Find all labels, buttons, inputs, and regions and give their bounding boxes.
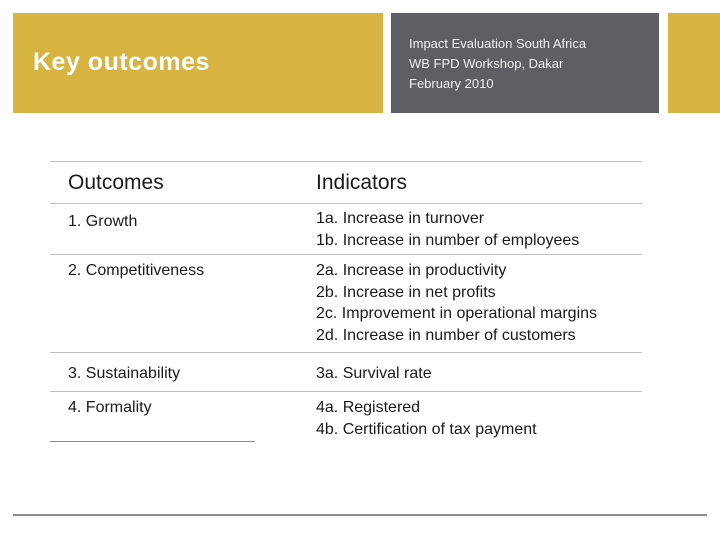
row-rule: [50, 391, 642, 392]
info-line-2: WB FPD Workshop, Dakar: [409, 56, 564, 71]
indicator-line: 4a. Registered: [316, 399, 421, 416]
outcome-cell: 1. Growth: [68, 213, 138, 230]
indicator-line: 2c. Improvement in operational margins: [316, 305, 598, 322]
indicator-line: 1b. Increase in number of employees: [316, 232, 580, 249]
corner-accent-block: [668, 13, 720, 113]
header-outcomes: Outcomes: [68, 171, 164, 194]
indicator-line: 3a. Survival rate: [316, 365, 432, 382]
indicator-line: 2b. Increase in net profits: [316, 284, 496, 301]
table-bottom-rule: [50, 441, 255, 442]
info-panel: [391, 13, 659, 113]
slide-title: Key outcomes: [33, 48, 210, 76]
indicator-line: 2a. Increase in productivity: [316, 262, 507, 279]
outcome-cell: 3. Sustainability: [68, 365, 181, 382]
outcome-cell: 4. Formality: [68, 399, 152, 416]
info-line-1: Impact Evaluation South Africa: [409, 36, 587, 51]
info-line-3: February 2010: [409, 76, 494, 91]
header-indicators: Indicators: [316, 171, 408, 194]
footer-rule: [13, 514, 707, 516]
indicator-line: 2d. Increase in number of customers: [316, 327, 576, 344]
header-rule: [50, 203, 642, 204]
title-bar: [13, 13, 383, 113]
indicator-line: 4b. Certification of tax payment: [316, 421, 537, 438]
indicator-line: 1a. Increase in turnover: [316, 210, 485, 227]
row-rule: [50, 254, 642, 255]
outcome-cell: 2. Competitiveness: [68, 262, 205, 279]
row-rule: [50, 352, 642, 353]
table-top-rule: [50, 161, 642, 162]
